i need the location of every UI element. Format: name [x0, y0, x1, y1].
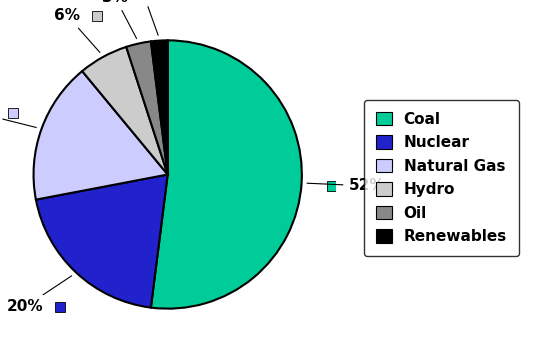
- Text: 2%: 2%: [130, 0, 158, 35]
- Wedge shape: [151, 40, 168, 174]
- Text: 17%: 17%: [0, 106, 36, 127]
- Wedge shape: [34, 71, 168, 200]
- Legend: Coal, Nuclear, Natural Gas, Hydro, Oil, Renewables: Coal, Nuclear, Natural Gas, Hydro, Oil, …: [364, 99, 519, 257]
- Wedge shape: [151, 40, 302, 309]
- Text: 6%: 6%: [54, 8, 100, 52]
- Wedge shape: [126, 42, 168, 174]
- Wedge shape: [82, 47, 168, 174]
- Text: 3%: 3%: [102, 0, 136, 38]
- Text: 20%: 20%: [7, 276, 72, 314]
- Wedge shape: [36, 174, 168, 307]
- Text: 52%: 52%: [307, 178, 385, 193]
